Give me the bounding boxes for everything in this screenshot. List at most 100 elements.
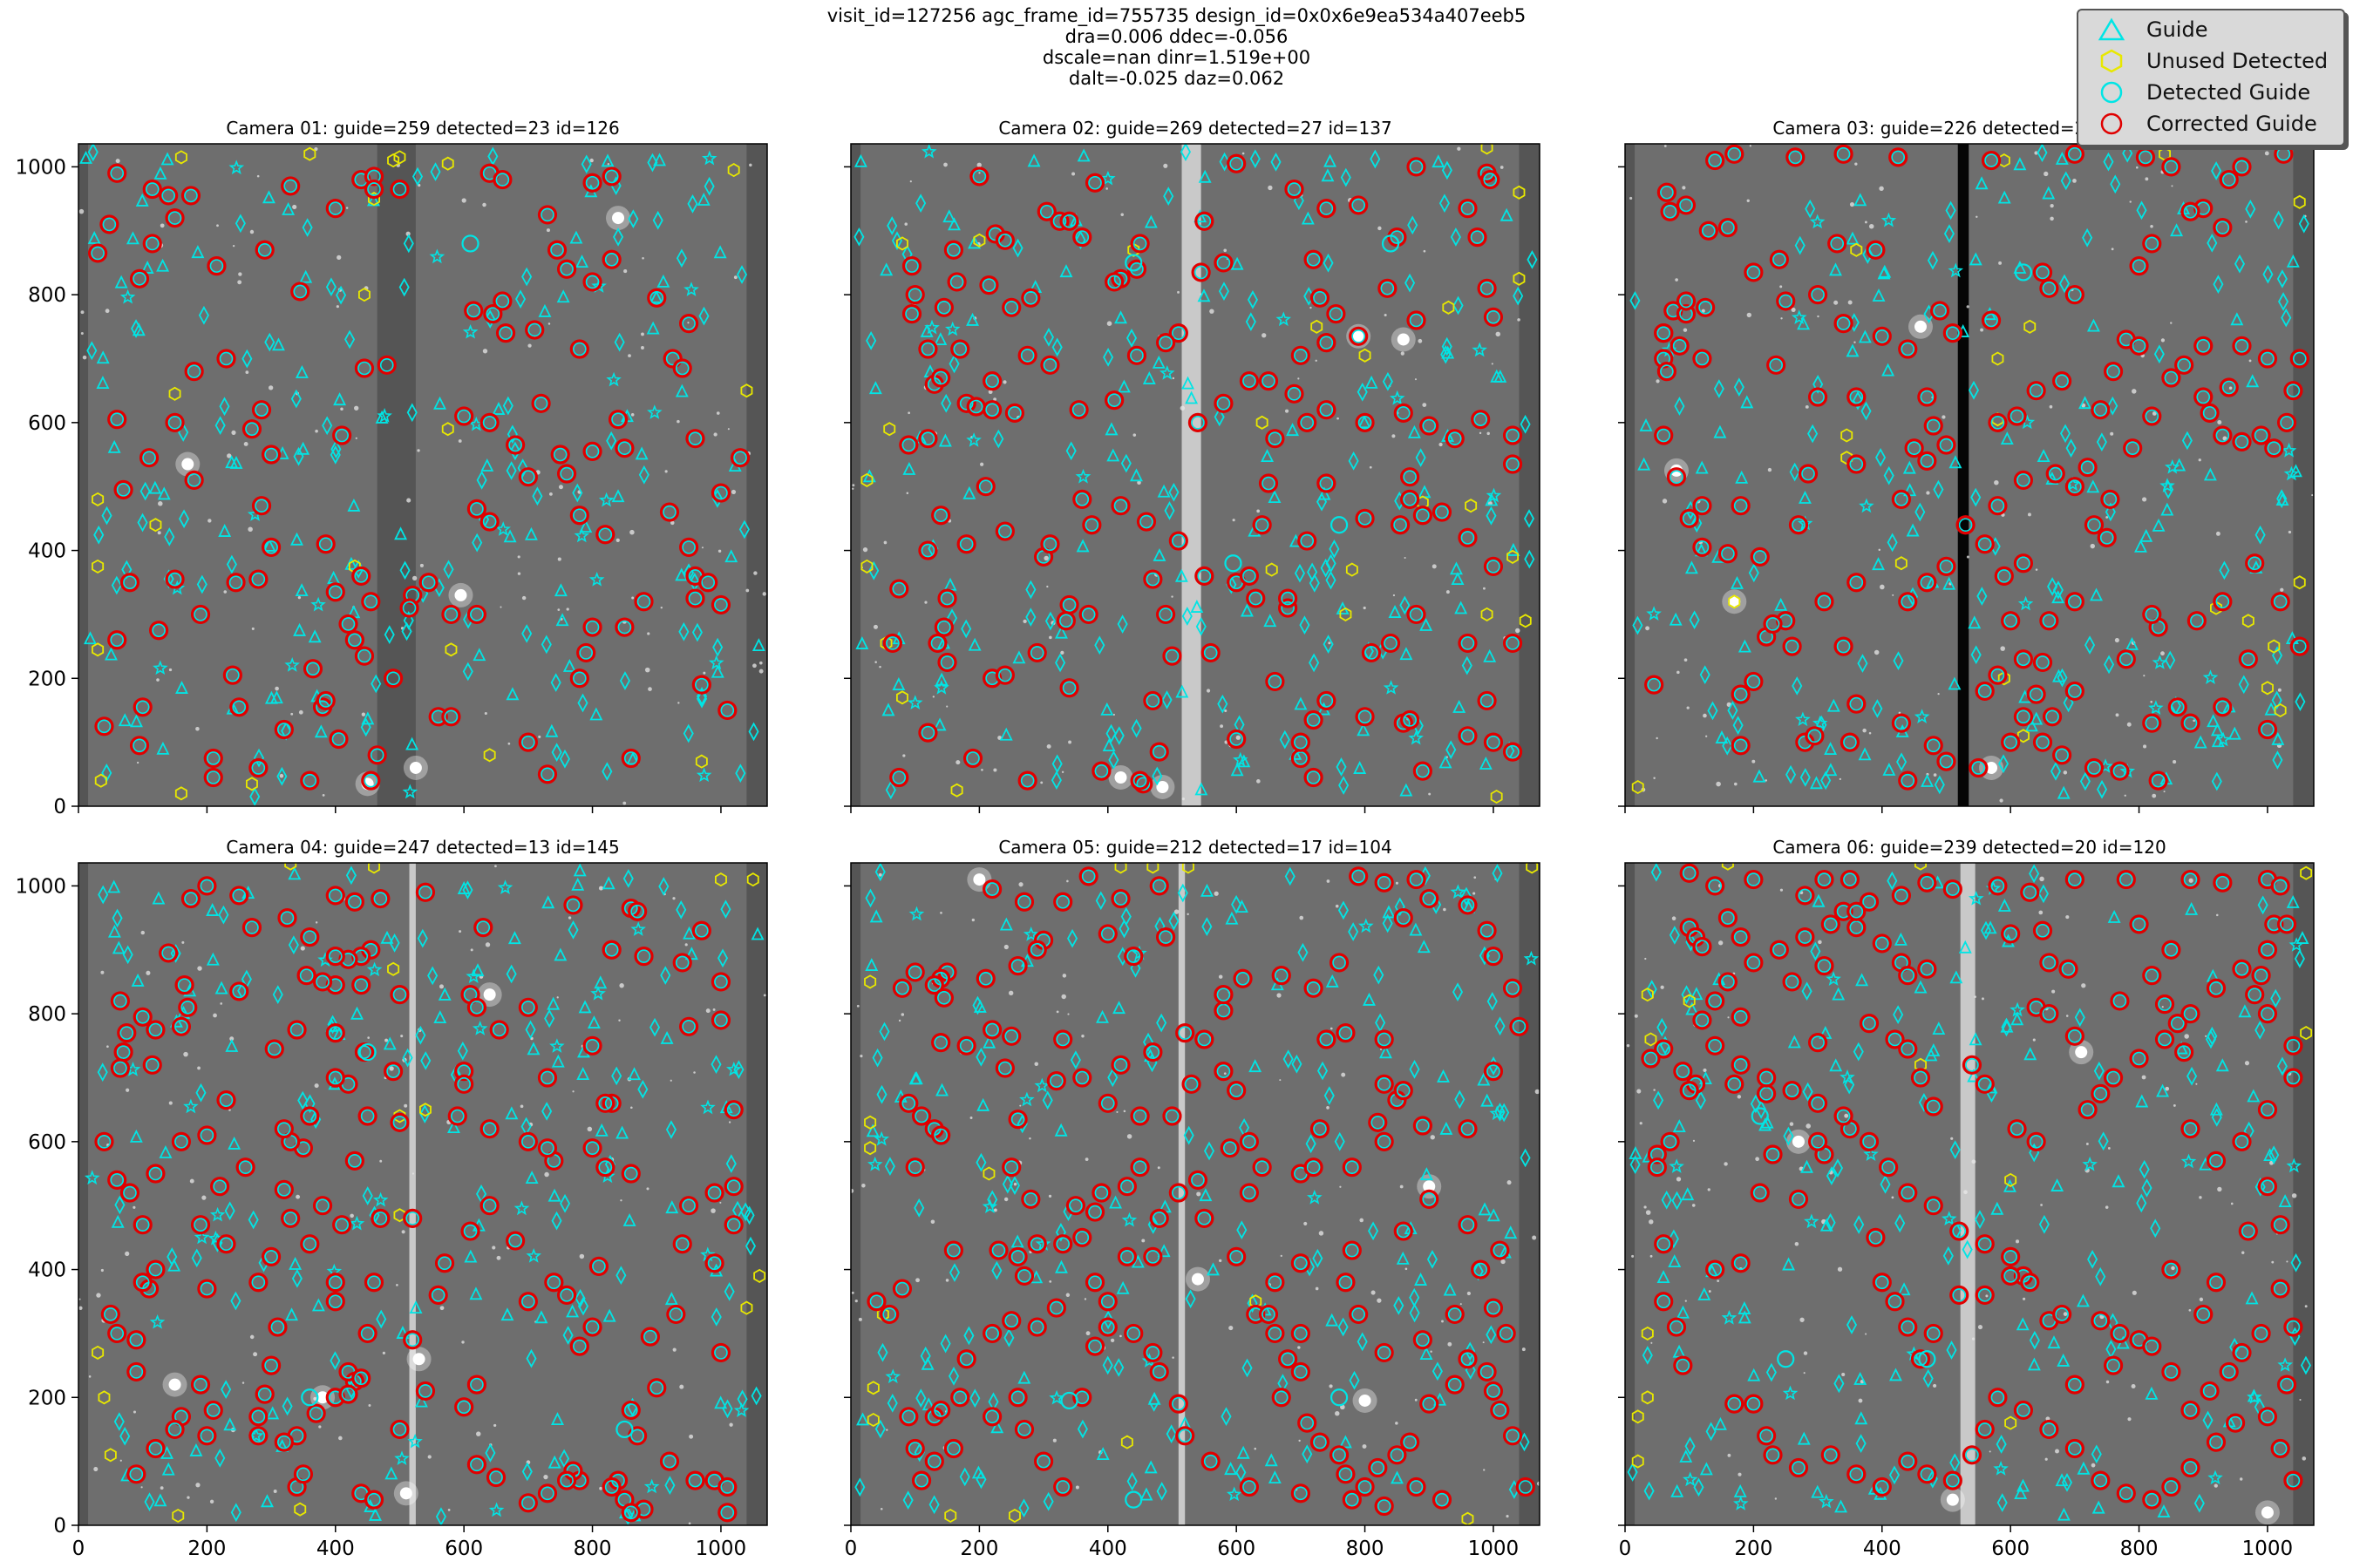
corrected-guide-marker bbox=[666, 1304, 686, 1325]
detected-guide-marker bbox=[2170, 700, 2185, 715]
detected-guide-marker bbox=[1075, 230, 1090, 244]
guide-marker bbox=[708, 655, 724, 670]
corrected-guide-marker bbox=[2283, 381, 2303, 401]
star-dot bbox=[932, 696, 935, 698]
detected-guide-marker bbox=[392, 1116, 407, 1130]
star-dot bbox=[2195, 1083, 2198, 1085]
star-dot bbox=[1767, 467, 1772, 472]
detected-guide-marker bbox=[940, 591, 955, 606]
corrected-guide-marker bbox=[1807, 1093, 1828, 1113]
guide-marker bbox=[515, 289, 527, 309]
detected-guide-marker bbox=[2068, 288, 2082, 302]
detected-guide-marker bbox=[2132, 917, 2146, 932]
star-dot bbox=[494, 865, 497, 868]
corrected-guide-marker bbox=[1846, 901, 1867, 921]
corrected-guide-marker bbox=[1027, 642, 1047, 663]
detected-guide-marker bbox=[695, 677, 709, 692]
guide-marker bbox=[1948, 262, 1963, 278]
detected-guide-marker bbox=[1801, 466, 1815, 481]
corrected-guide-marker bbox=[2020, 882, 2040, 902]
bright-star bbox=[1914, 320, 1927, 333]
corrected-guide-marker bbox=[454, 406, 474, 426]
star-dot bbox=[1241, 152, 1245, 155]
guide-marker bbox=[1159, 364, 1175, 380]
detected-guide-marker bbox=[1493, 1403, 1507, 1417]
detected-guide-marker bbox=[1319, 476, 1334, 491]
star-dot bbox=[1279, 1079, 1282, 1082]
star-dot bbox=[1755, 1157, 1759, 1162]
detected-guide-marker bbox=[2280, 1377, 2294, 1392]
guide-marker bbox=[2139, 1159, 2150, 1179]
corrected-guide-marker bbox=[1105, 272, 1125, 292]
bright-star bbox=[1156, 780, 1169, 793]
guide-marker bbox=[866, 331, 877, 350]
star-dot bbox=[854, 1300, 858, 1303]
star-dot bbox=[1515, 628, 1520, 634]
star-dot bbox=[496, 1255, 501, 1260]
corrected-guide-marker bbox=[1056, 611, 1076, 631]
unused-detected-marker bbox=[1728, 594, 1741, 609]
guide-marker bbox=[532, 486, 543, 506]
legend-item-corrected-guide: Corrected Guide bbox=[2078, 108, 2340, 139]
detected-guide-marker bbox=[1901, 594, 1915, 609]
guide-marker bbox=[2050, 1178, 2064, 1191]
star-dot bbox=[1359, 1218, 1364, 1223]
detected-guide-marker bbox=[405, 1333, 420, 1347]
guide-marker bbox=[581, 154, 592, 174]
detected-guide-marker bbox=[418, 885, 432, 899]
guide-marker bbox=[1921, 773, 1934, 787]
corrected-guide-marker bbox=[2078, 458, 2098, 478]
corrected-guide-marker bbox=[364, 166, 384, 187]
star-dot bbox=[1692, 1139, 1696, 1142]
detected-guide-marker bbox=[2016, 652, 2030, 667]
corrected-guide-marker bbox=[290, 282, 310, 302]
guide-marker bbox=[1103, 348, 1114, 367]
corrected-guide-marker bbox=[867, 1292, 887, 1312]
corrected-guide-marker bbox=[1412, 1116, 1432, 1136]
guide-marker bbox=[1513, 286, 1524, 306]
detected-guide-marker bbox=[2209, 1154, 2223, 1168]
detected-guide-marker bbox=[293, 284, 308, 299]
guide-marker bbox=[488, 1502, 505, 1517]
guide-marker bbox=[1417, 940, 1431, 954]
detected-guide-marker bbox=[457, 1077, 471, 1091]
guide-marker bbox=[1180, 144, 1192, 162]
corrected-guide-marker bbox=[518, 732, 538, 752]
star-dot bbox=[209, 1499, 214, 1504]
corrected-guide-marker bbox=[1898, 770, 1918, 791]
star-dot bbox=[105, 309, 110, 314]
guide-marker bbox=[1693, 1477, 1704, 1497]
star-dot bbox=[1980, 328, 1984, 332]
detected-guide-marker bbox=[1056, 1237, 1070, 1252]
guide-marker bbox=[1357, 1332, 1368, 1352]
star-dot bbox=[1418, 338, 1423, 343]
guide-marker bbox=[223, 1417, 237, 1431]
corrected-guide-marker bbox=[506, 435, 526, 455]
detected-guide-marker bbox=[1460, 729, 1475, 743]
corrected-guide-marker bbox=[1194, 1208, 1214, 1228]
corrected-guide-marker bbox=[1483, 1062, 1504, 1082]
detected-guide-marker bbox=[707, 1185, 722, 1200]
guide-marker bbox=[2277, 1357, 2293, 1372]
corrected-guide-marker bbox=[241, 419, 262, 439]
guide-marker bbox=[2157, 1504, 2171, 1517]
corrected-guide-marker bbox=[569, 1336, 589, 1356]
corrected-guide-marker bbox=[1432, 502, 1452, 522]
corrected-guide-marker bbox=[1833, 901, 1853, 921]
image-band bbox=[851, 863, 861, 1525]
corrected-guide-marker bbox=[983, 1407, 1003, 1427]
unused-detected-marker bbox=[1644, 1032, 1657, 1047]
corrected-guide-marker bbox=[126, 1464, 146, 1484]
detected-guide-marker bbox=[1512, 1019, 1527, 1034]
detected-guide-marker bbox=[277, 723, 291, 736]
detected-guide-marker bbox=[928, 978, 942, 992]
detected-guide-marker bbox=[982, 278, 996, 292]
corrected-guide-marker bbox=[556, 1470, 577, 1490]
star-dot bbox=[646, 1187, 649, 1191]
guide-marker bbox=[1065, 441, 1077, 461]
detected-guide-marker bbox=[573, 671, 587, 686]
guide-marker bbox=[167, 1247, 178, 1266]
corrected-guide-marker bbox=[1795, 886, 1815, 906]
detected-guide-marker bbox=[1660, 185, 1674, 200]
detected-guide-marker bbox=[2273, 1281, 2288, 1296]
